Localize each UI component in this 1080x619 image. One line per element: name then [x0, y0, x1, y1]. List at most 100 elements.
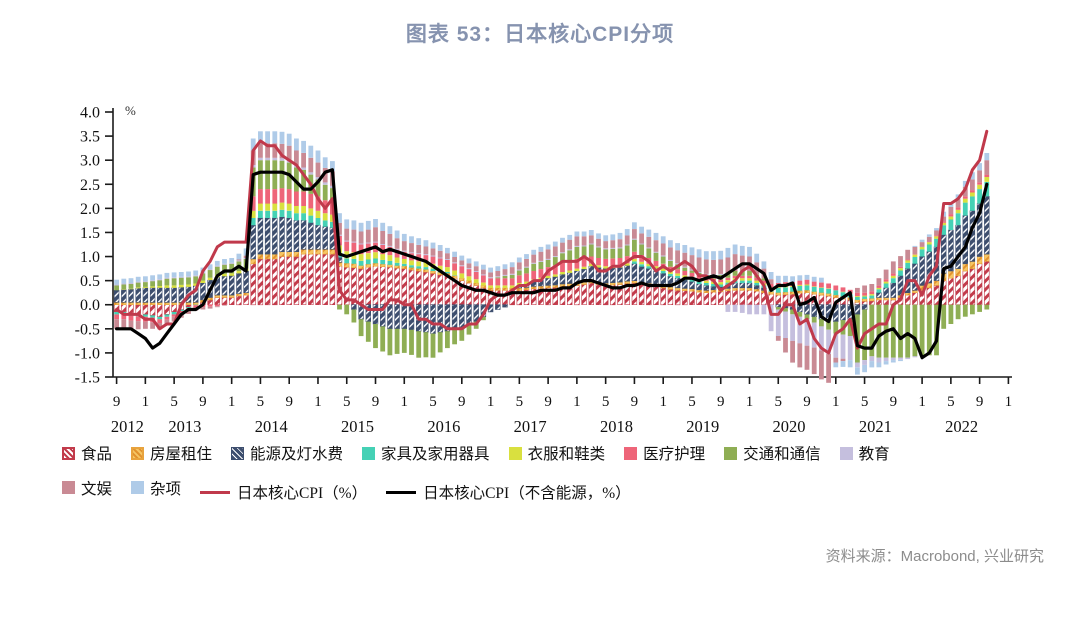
legend-item-energy: 能源及灯水费	[231, 442, 343, 464]
svg-text:5: 5	[170, 394, 178, 410]
svg-text:2016: 2016	[427, 417, 460, 436]
svg-text:9: 9	[372, 394, 380, 410]
furniture-swatch	[362, 446, 376, 460]
energy-swatch	[231, 446, 245, 460]
svg-text:9: 9	[717, 394, 725, 410]
svg-text:9: 9	[976, 394, 984, 410]
svg-text:2.5: 2.5	[80, 177, 100, 194]
transport-swatch	[724, 446, 738, 460]
svg-text:5: 5	[775, 394, 783, 410]
legend-item-entertainment: 文娱	[62, 477, 112, 499]
axes: 4.0 3.5 3.0 2.5 2.0 1.5 1.0 0.5 0.0 -0.5 -1.0 -1.5%…	[75, 103, 1012, 436]
svg-text:5: 5	[257, 394, 265, 410]
svg-text:9: 9	[285, 394, 293, 410]
svg-text:-0.5: -0.5	[75, 321, 100, 338]
svg-text:1: 1	[228, 394, 236, 410]
svg-text:%: %	[125, 103, 136, 118]
svg-text:1: 1	[401, 394, 409, 410]
svg-text:1: 1	[918, 394, 926, 410]
clothing-swatch	[508, 446, 522, 460]
legend-label: 医疗护理	[643, 446, 706, 463]
svg-text:3.0: 3.0	[80, 153, 100, 170]
stacked-bars	[113, 131, 990, 383]
legend-label: 杂项	[150, 480, 182, 498]
medical-swatch	[624, 446, 638, 460]
svg-text:1: 1	[142, 394, 150, 410]
misc-swatch	[131, 481, 145, 494]
legend-item-core-cpi: 日本核心CPI（%）	[200, 481, 367, 503]
svg-text:9: 9	[544, 394, 552, 410]
legend-label: 家具及家用器具	[381, 446, 490, 463]
legend-label: 食品	[81, 446, 113, 463]
svg-text:5: 5	[861, 394, 869, 410]
svg-text:5: 5	[602, 394, 610, 410]
svg-text:9: 9	[458, 394, 466, 410]
legend-item-furniture: 家具及家用器具	[362, 442, 490, 464]
svg-text:-1.5: -1.5	[75, 370, 100, 387]
education-swatch	[839, 446, 853, 460]
core-cpi-ex-energy-line	[114, 168, 989, 360]
food-swatch	[62, 446, 75, 460]
core-cpi-ex-energy-line-swatch	[386, 490, 417, 494]
entertainment-swatch	[62, 481, 75, 494]
svg-text:2017: 2017	[514, 417, 547, 436]
svg-text:-1.0: -1.0	[75, 345, 100, 362]
svg-text:5: 5	[947, 394, 955, 410]
chart-legend: 食品 房屋租住 能源及灯水费 家具及家用器具 衣服和鞋类 医疗护理 交通和通信 教育 文娱 杂项…	[62, 442, 1062, 515]
legend-label: 日本核心CPI（%）	[237, 485, 368, 503]
svg-text:2021: 2021	[859, 417, 892, 436]
svg-text:2.0: 2.0	[80, 201, 100, 218]
svg-text:5: 5	[429, 394, 437, 410]
svg-text:1: 1	[487, 394, 495, 410]
source-note: 资料来源：Macrobond, 兴业研究	[825, 548, 1044, 565]
legend-item-transport: 交通和通信	[724, 442, 821, 464]
svg-text:2013: 2013	[168, 417, 201, 436]
legend-item-education: 教育	[839, 442, 890, 464]
legend-item-medical: 医疗护理	[624, 442, 705, 464]
svg-text:5: 5	[516, 394, 524, 410]
legend-label: 文娱	[81, 480, 113, 498]
legend-label: 房屋租住	[150, 446, 213, 463]
svg-text:9: 9	[113, 394, 121, 410]
core-cpi-line-swatch	[200, 490, 231, 494]
legend-item-core-cpi-ex-energy: 日本核心CPI（不含能源，%）	[386, 481, 631, 503]
svg-text:5: 5	[343, 394, 351, 410]
svg-text:2019: 2019	[686, 417, 719, 436]
svg-text:2014: 2014	[255, 417, 288, 436]
svg-text:1: 1	[659, 394, 667, 410]
legend-item-clothing: 衣服和鞋类	[508, 442, 606, 464]
legend-label: 交通和通信	[743, 446, 821, 463]
svg-text:9: 9	[803, 394, 811, 410]
svg-text:9: 9	[631, 394, 639, 410]
svg-text:2022: 2022	[945, 417, 978, 436]
svg-text:2018: 2018	[600, 417, 633, 436]
legend-item-housing: 房屋租住	[131, 442, 212, 464]
legend-label: 衣服和鞋类	[527, 446, 606, 463]
svg-text:4.0: 4.0	[80, 105, 100, 122]
svg-text:1: 1	[314, 394, 322, 410]
svg-text:9: 9	[199, 394, 207, 410]
svg-text:1.5: 1.5	[80, 225, 100, 242]
svg-text:2020: 2020	[773, 417, 806, 436]
svg-text:3.5: 3.5	[80, 129, 100, 146]
legend-label: 教育	[858, 446, 890, 463]
svg-text:0.5: 0.5	[80, 273, 100, 290]
svg-text:1.0: 1.0	[80, 249, 100, 266]
svg-text:1: 1	[832, 394, 840, 410]
svg-text:2012: 2012	[111, 417, 144, 436]
core-cpi-line	[115, 129, 989, 355]
figure-title: 图表 53：日本核心CPI分项	[405, 23, 675, 46]
legend-label: 日本核心CPI（不含能源，%）	[423, 485, 631, 503]
legend-row-1: 食品 房屋租住 能源及灯水费 家具及家用器具 衣服和鞋类 医疗护理 交通和通信 教育	[62, 442, 1062, 465]
svg-text:2015: 2015	[341, 417, 374, 436]
housing-swatch	[131, 446, 145, 460]
svg-text:0.0: 0.0	[80, 297, 100, 314]
svg-text:1: 1	[746, 394, 754, 410]
legend-row-2: 文娱 杂项 日本核心CPI（%） 日本核心CPI（不含能源，%）	[62, 477, 1062, 504]
svg-text:1: 1	[1005, 394, 1013, 410]
svg-text:1: 1	[573, 394, 581, 410]
legend-label: 能源及灯水费	[250, 446, 344, 463]
svg-text:5: 5	[688, 394, 696, 410]
